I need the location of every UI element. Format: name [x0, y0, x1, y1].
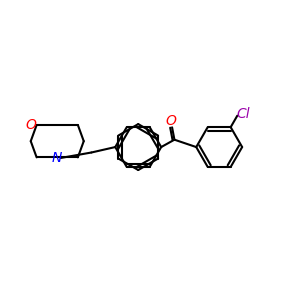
- Text: O: O: [165, 114, 176, 128]
- Text: Cl: Cl: [236, 107, 250, 121]
- Text: N: N: [52, 151, 62, 165]
- Text: O: O: [26, 118, 37, 132]
